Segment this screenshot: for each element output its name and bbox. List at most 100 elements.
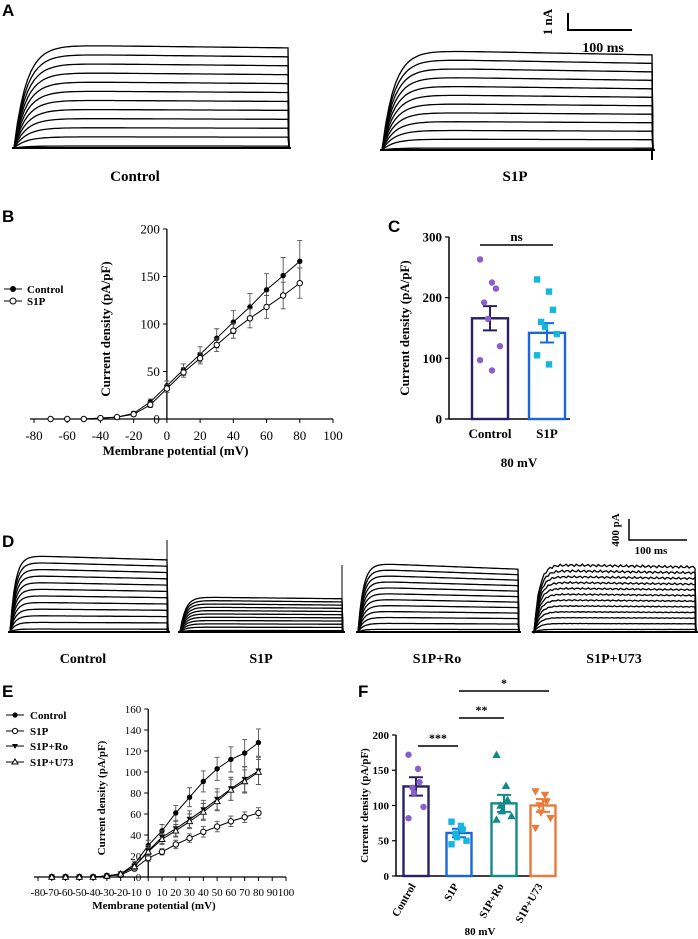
current-trace: [12, 99, 290, 149]
data-point: [240, 777, 249, 785]
x-tick-label: S1P+U73: [513, 881, 545, 925]
data-point: [297, 258, 303, 264]
trace-group: [8, 555, 170, 633]
panel-label-d: D: [2, 532, 14, 551]
data-point: [280, 272, 286, 279]
legend-item-s1p-ro: S1P+Ro: [6, 741, 69, 753]
y-tick-label: 50: [378, 836, 390, 848]
data-point: [213, 797, 221, 805]
data-point: [542, 798, 551, 807]
y-tick-label: 150: [373, 765, 390, 777]
x-tick-label: 50: [212, 887, 224, 899]
x-tick-label: 40: [198, 887, 210, 899]
data-point: [213, 341, 220, 349]
data-point: [457, 822, 465, 830]
chart-c-bar: 0 100 200 300 Current density (pA/pF) Control…: [397, 229, 570, 470]
x-tick-label: 60: [225, 887, 237, 899]
current-trace: [380, 112, 654, 151]
x-tick-label: 0: [164, 428, 171, 443]
current-trace: [8, 588, 169, 633]
series-s1p-u73: [48, 758, 263, 880]
current-trace: [178, 596, 344, 633]
y-tick-label: 200: [423, 290, 443, 305]
chart-e-iv-curve: -80 -70 -60 -50 -40 -30 -20 -10 0 10 20 30 40 50 60 70 8…: [31, 704, 295, 912]
trace-label-s1p-u73: S1P+U73: [586, 652, 641, 667]
legend-label: Control: [30, 710, 66, 722]
data-point: [200, 778, 207, 785]
current-trace: [12, 145, 290, 149]
data-point: [173, 810, 179, 816]
y-tick-label: 40: [130, 830, 142, 842]
current-trace: [12, 81, 290, 149]
trace-group: [356, 563, 521, 633]
data-point: [255, 809, 262, 817]
x-tick-label: 30: [184, 887, 196, 899]
bar: [402, 785, 430, 878]
series-control: [49, 728, 262, 880]
current-trace: [356, 616, 520, 633]
data-point: [416, 779, 423, 786]
data-point: [172, 826, 180, 834]
y-tick-label: 80: [130, 788, 142, 800]
data-point: [409, 784, 416, 792]
open-triangle-marker: [11, 758, 19, 765]
data-point: [180, 369, 187, 376]
current-trace: [12, 136, 290, 149]
error-bar: [535, 322, 559, 344]
bar-group-s1p: [527, 276, 567, 421]
data-point: [531, 824, 540, 833]
data-point: [228, 756, 234, 763]
data-point: [247, 304, 253, 310]
data-point: [80, 415, 88, 423]
x-tick-label: 20: [194, 428, 207, 443]
x-tick-label: -20: [125, 428, 142, 443]
trace-group: [178, 596, 345, 633]
data-point: [503, 795, 512, 804]
current-trace: [8, 555, 169, 633]
data-point: [163, 385, 171, 392]
scalebar-x-label: 100 ms: [582, 41, 624, 56]
legend-item-s1p: S1P: [4, 296, 46, 308]
current-trace: [380, 68, 654, 151]
y-tick-label: 0: [384, 871, 390, 883]
data-point: [144, 847, 152, 855]
data-point: [214, 766, 220, 772]
current-trace: [12, 63, 290, 149]
y-tick-label: 100: [140, 317, 160, 332]
x-axis-label: 80 mV: [501, 455, 538, 470]
current-trace: [356, 581, 520, 633]
data-point: [130, 411, 137, 418]
trace-label-control: Control: [110, 169, 160, 185]
error-bar: [492, 793, 516, 813]
data-point: [48, 873, 56, 880]
trace-label-s1p: S1P: [249, 652, 273, 667]
data-point: [130, 862, 139, 870]
data-point: [497, 806, 507, 815]
x-tick-label: 40: [227, 428, 240, 443]
panel-label-f: F: [358, 682, 368, 701]
x-tick-label: 10: [157, 887, 169, 899]
data-point: [546, 814, 555, 823]
panel-label-b: B: [2, 207, 14, 226]
y-tick-label: 60: [130, 809, 142, 821]
current-trace: [178, 606, 344, 633]
y-tick-label: 140: [125, 725, 142, 737]
x-tick-label: -60: [59, 428, 76, 443]
data-point: [531, 788, 540, 796]
data-point: [484, 315, 492, 323]
data-point: [545, 361, 553, 368]
legend-item-s1p: S1P: [6, 726, 49, 738]
data-point: [254, 768, 263, 775]
significance-label: ***: [429, 731, 447, 745]
data-point: [533, 276, 541, 283]
x-tick-label: -60: [58, 887, 73, 899]
current-trace: [531, 616, 697, 633]
x-tick-label: -10: [127, 887, 142, 899]
current-trace: [531, 563, 697, 633]
panel-d-scalebar: 400 pA 100 ms: [610, 513, 687, 557]
y-tick-label: 200: [373, 730, 390, 742]
current-trace: [178, 623, 344, 633]
scalebar-lines: [567, 13, 632, 31]
y-axis-label: Current density (pA/pF): [359, 748, 371, 863]
